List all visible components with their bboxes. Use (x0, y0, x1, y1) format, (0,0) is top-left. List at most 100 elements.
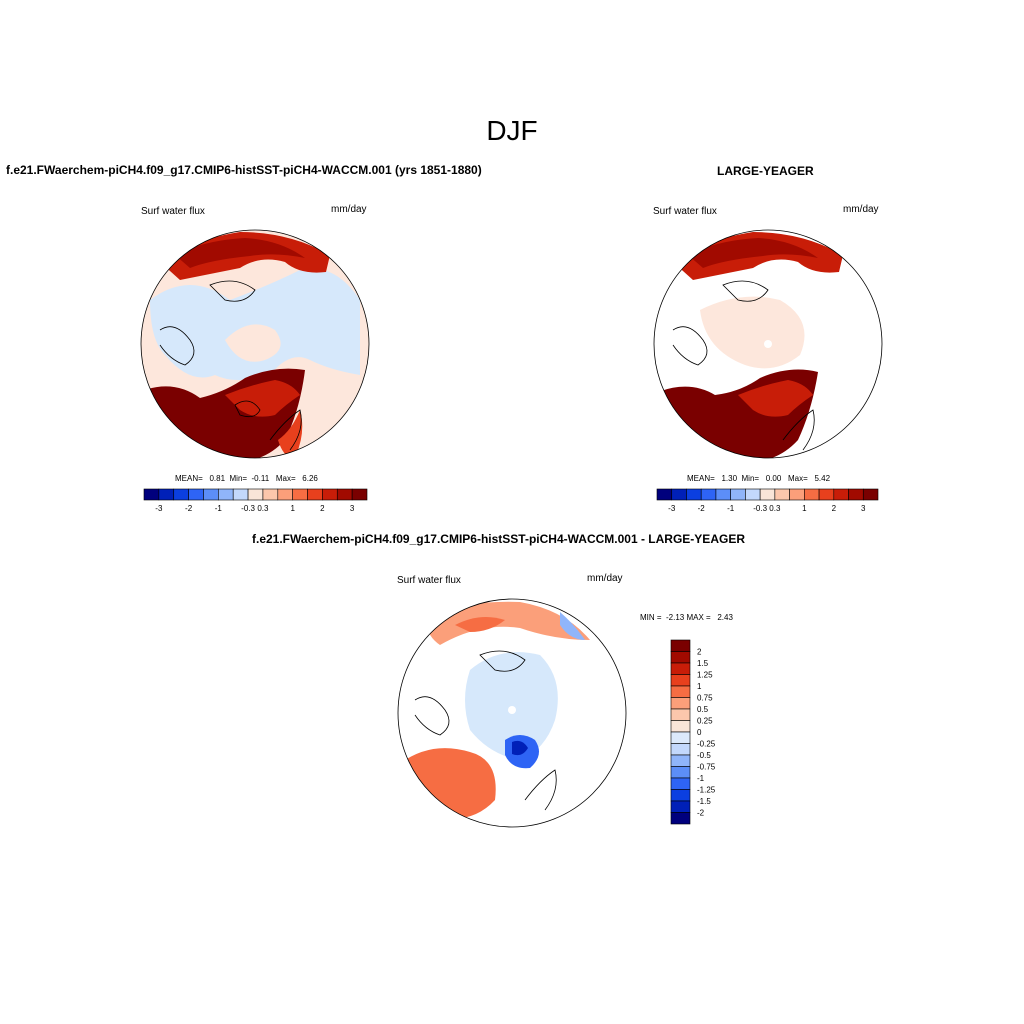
colorbar-swatch (670, 651, 691, 664)
colorbar-tick-label: -0.3 (753, 504, 767, 513)
colorbar-swatch (670, 720, 691, 733)
colorbar-swatch (670, 812, 691, 825)
colorbar-swatch (759, 488, 776, 501)
colorbar-swatch (203, 488, 219, 501)
diff-pacific-core (455, 616, 505, 632)
colorbar-swatch (143, 488, 160, 501)
right-units-label: mm/day (843, 204, 879, 215)
right-pole-gap (764, 340, 772, 348)
diff-bering-negative (560, 612, 585, 640)
colorbar-swatch (670, 731, 691, 744)
right-coastline-scandinavia (782, 409, 815, 451)
colorbar-tick-label: 0 (697, 728, 702, 737)
colorbar-swatch (774, 488, 790, 501)
colorbar-swatch (232, 488, 249, 501)
colorbar-swatch (670, 789, 691, 802)
colorbar-tick-label: -2 (697, 809, 705, 818)
colorbar-tick-label: -0.5 (697, 751, 711, 760)
colorbar-tick-label: -1 (697, 774, 705, 783)
colorbar-tick-label: 2 (697, 648, 702, 657)
colorbar-tick-label: -3 (155, 504, 163, 513)
colorbar-tick-label: 1.25 (697, 671, 713, 680)
left-map-border (140, 229, 370, 459)
left-atlantic-band (225, 380, 300, 417)
left-pacific-core (175, 238, 305, 268)
colorbar-swatch (848, 488, 864, 501)
right-polar-map (654, 230, 882, 458)
colorbar-swatch (715, 488, 731, 501)
right-panel-title: LARGE-YEAGER (717, 164, 814, 178)
colorbar-tick-label: -3 (668, 504, 676, 513)
colorbar-swatch (307, 488, 323, 501)
colorbar-swatch (173, 488, 189, 501)
colorbar-swatch (670, 662, 691, 675)
diff-variable-label: Surf water flux (397, 575, 461, 586)
left-pole-region (225, 324, 281, 362)
diff-pole-gap (508, 706, 516, 714)
colorbar-swatch (670, 777, 691, 790)
right-stats: MEAN= 1.30 Min= 0.00 Max= 5.42 (687, 474, 831, 483)
left-norway-band (278, 410, 303, 457)
colorbar-swatch (670, 800, 691, 813)
colorbar-tick-label: -1.25 (697, 786, 716, 795)
colorbar-tick-label: 1 (697, 682, 702, 691)
diff-barents-core (512, 740, 528, 756)
colorbar-tick-label: 3 (861, 504, 866, 513)
colorbar-tick-label: 1.5 (697, 659, 709, 668)
colorbar-swatch (262, 488, 279, 501)
colorbar-swatch (218, 488, 234, 501)
left-coastline-scandinavia (269, 409, 302, 451)
colorbar-swatch (686, 488, 702, 501)
colorbar-swatch (670, 766, 691, 779)
left-coastline-iceland (234, 400, 261, 418)
colorbar-swatch (789, 488, 805, 501)
left-coastline-1 (209, 280, 256, 302)
right-map-border (653, 229, 883, 459)
diff-coastline-2 (414, 696, 450, 736)
colorbar-tick-label: -1 (215, 504, 223, 513)
colorbar-swatch (670, 674, 691, 687)
colorbar-tick-label: 0.75 (697, 694, 713, 703)
diff-pacific-positive (425, 601, 590, 645)
diff-minmax: MIN = -2.13 MAX = 2.43 (640, 613, 733, 622)
diff-coastline-1 (479, 650, 526, 672)
right-atlantic-band (738, 380, 813, 417)
colorbar-swatch (671, 488, 687, 501)
colorbar-swatch (670, 639, 691, 652)
left-units-label: mm/day (331, 204, 367, 215)
colorbar-swatch (351, 488, 368, 501)
diff-panel-title: f.e21.FWaerchem-piCH4.f09_g17.CMIP6-hist… (252, 532, 745, 546)
colorbar-tick-label: -0.75 (697, 763, 716, 772)
colorbar-tick-label: 1 (290, 504, 295, 513)
colorbar-tick-label: -2 (698, 504, 706, 513)
colorbar-swatch (670, 685, 691, 698)
colorbar-tick-label: 1 (802, 504, 807, 513)
colorbar-swatch (670, 754, 691, 767)
colorbar-swatch (670, 697, 691, 710)
diff-coastline-scandinavia (524, 769, 557, 811)
colorbar-tick-label: 0.3 (769, 504, 781, 513)
diff-atlantic-positive (398, 748, 496, 819)
diff-units-label: mm/day (587, 573, 623, 584)
right-variable-label: Surf water flux (653, 206, 717, 217)
season-title: DJF (486, 115, 538, 146)
left-variable-label: Surf water flux (141, 206, 205, 217)
colorbar-swatch (833, 488, 849, 501)
colorbar-swatch (656, 488, 673, 501)
colorbar-tick-label: 2 (320, 504, 325, 513)
colorbar-tick-label: -1 (727, 504, 735, 513)
colorbar-tick-label: 2 (832, 504, 837, 513)
colorbar-swatch (700, 488, 717, 501)
left-polar-map (141, 230, 369, 458)
left-panel-title: f.e21.FWaerchem-piCH4.f09_g17.CMIP6-hist… (6, 163, 482, 177)
colorbar-swatch (188, 488, 204, 501)
left-colorbar: -3 -2 -1 -0.3 0.3 1 2 3 (143, 488, 368, 513)
diff-colorbar: 2 1.5 1.25 1 0.75 0.5 0.25 0 -0.25 -0.5 -0.75 -1 -1.… (670, 639, 716, 825)
colorbar-swatch (745, 488, 761, 501)
colorbar-swatch (670, 743, 691, 756)
colorbar-swatch (322, 488, 338, 501)
colorbar-swatch (277, 488, 293, 501)
left-arctic-ocean-region (150, 268, 360, 380)
colorbar-tick-label: 0.3 (257, 504, 269, 513)
colorbar-swatch (158, 488, 175, 501)
